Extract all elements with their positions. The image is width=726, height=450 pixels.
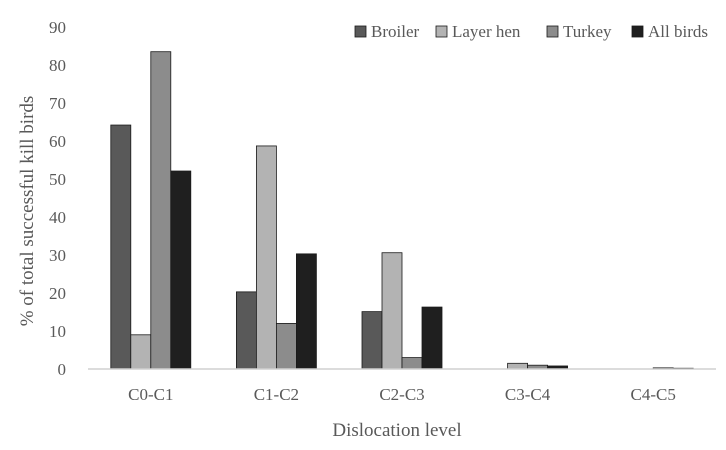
bar-broiler-c0-c1 xyxy=(110,124,132,370)
y-tick-label: 0 xyxy=(58,360,67,379)
y-axis-ticks: 0 10 20 30 40 50 60 70 80 90 xyxy=(49,18,66,379)
bars-group xyxy=(110,51,694,370)
legend: Broiler Layer hen Turkey All birds xyxy=(354,22,708,41)
bar-broiler-c2-c3 xyxy=(361,311,383,370)
y-tick-label: 80 xyxy=(49,56,66,75)
legend-swatch xyxy=(631,25,644,38)
y-tick-label: 60 xyxy=(49,132,66,151)
y-tick-label: 70 xyxy=(49,94,66,113)
x-tick-label: C0-C1 xyxy=(128,385,173,404)
x-tick-label: C2-C3 xyxy=(379,385,424,404)
x-tick-label: C3-C4 xyxy=(505,385,551,404)
y-tick-label: 10 xyxy=(49,322,66,341)
y-tick-label: 50 xyxy=(49,170,66,189)
bar-layer-hen-c1-c2 xyxy=(255,145,277,370)
bar-all-birds-c0-c1 xyxy=(170,170,192,370)
y-tick-label: 20 xyxy=(49,284,66,303)
x-tick-label: C4-C5 xyxy=(631,385,676,404)
bar-all-birds-c2-c3 xyxy=(421,306,443,370)
bar-turkey-c1-c2 xyxy=(275,322,297,370)
legend-label: Turkey xyxy=(563,22,612,41)
legend-label: All birds xyxy=(648,22,708,41)
x-axis-label: Dislocation level xyxy=(332,420,461,441)
legend-swatch xyxy=(435,25,448,38)
bar-layer-hen-c2-c3 xyxy=(381,252,403,370)
y-axis-label: % of total successful kill birds xyxy=(17,96,38,327)
y-tick-label: 90 xyxy=(49,18,66,37)
bar-broiler-c1-c2 xyxy=(235,291,257,370)
bar-turkey-c2-c3 xyxy=(401,357,423,370)
bar-turkey-c0-c1 xyxy=(150,51,172,370)
x-tick-label: C1-C2 xyxy=(254,385,299,404)
legend-label: Broiler xyxy=(371,22,419,41)
bar-layer-hen-c3-c4 xyxy=(507,362,529,370)
bar-layer-hen-c0-c1 xyxy=(130,334,152,370)
bar-all-birds-c1-c2 xyxy=(295,253,317,370)
y-tick-label: 40 xyxy=(49,208,66,227)
x-axis-ticks: C0-C1 C1-C2 C2-C3 C3-C4 C4-C5 xyxy=(128,385,676,404)
legend-swatch xyxy=(546,25,559,38)
y-tick-label: 30 xyxy=(49,246,66,265)
legend-label: Layer hen xyxy=(452,22,521,41)
legend-swatch xyxy=(354,25,367,38)
